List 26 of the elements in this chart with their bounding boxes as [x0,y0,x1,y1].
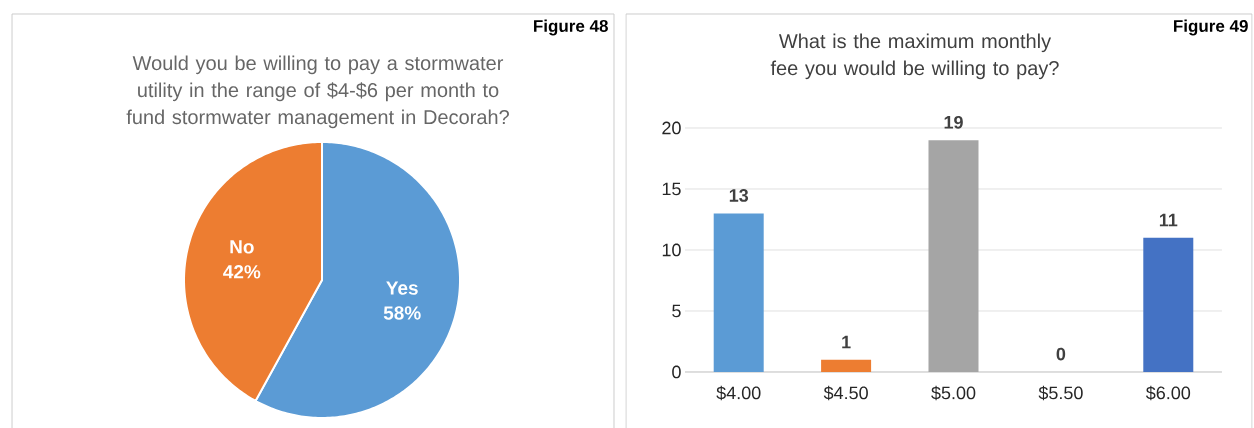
data-label: 1 [842,335,851,349]
x-tick-label: $4.00 [716,385,761,401]
data-label: 11 [1159,213,1178,227]
y-tick-label: 5 [672,304,681,318]
slice-label: Yes [386,281,418,295]
y-tick-label: 0 [672,365,681,379]
chart-title: What is the maximum monthly fee you would be willing to pay? [770,33,1059,80]
x-tick-label: $5.00 [931,385,976,401]
caption: Figure 48 [534,19,608,36]
y-tick-label: 20 [662,121,681,135]
bar [821,359,872,372]
bar [1143,237,1194,372]
bar [713,213,764,372]
chart-title: Would you be willing to pay a stormwater utility in the range of $4-$6 per month to fund stormwater management in Decorah? [126,55,509,129]
data-label: 0 [1056,347,1066,361]
data-label: 13 [729,189,749,202]
caption: Figure 49 [1174,19,1248,36]
x-tick-label: $5.50 [1038,385,1083,401]
data-label: 42% [223,265,261,279]
data-label: 58% [383,306,421,320]
y-tick-label: 15 [662,182,681,196]
x-tick-label: $6.00 [1145,385,1191,401]
y-tick-label: 10 [662,243,681,257]
data-label: 19 [944,115,963,129]
x-tick-label: $4.50 [823,385,868,401]
slice-label: No [230,240,254,254]
